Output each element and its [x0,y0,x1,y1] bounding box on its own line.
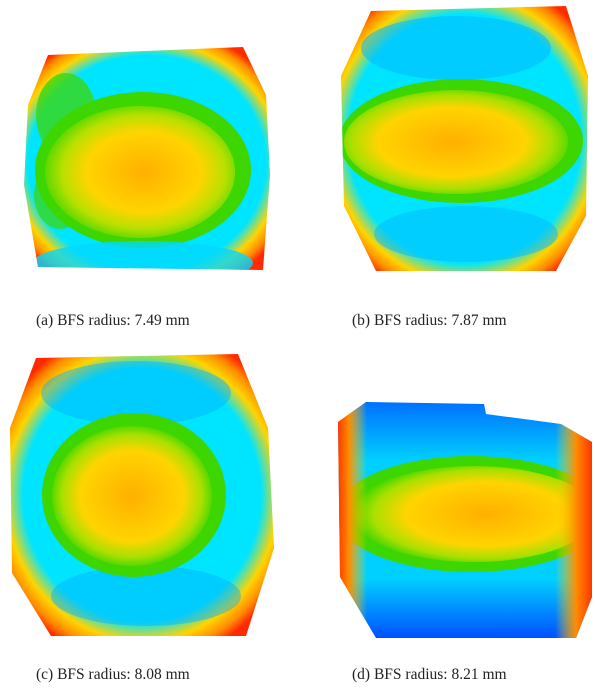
caption-c: (c) BFS radius: 8.08 mm [36,666,190,683]
corneal-map-b [341,6,588,271]
corneal-map-d [338,402,592,638]
caption-a: (a) BFS radius: 7.49 mm [36,312,190,329]
caption-b: (b) BFS radius: 7.87 mm [352,312,507,329]
caption-d: (d) BFS radius: 8.21 mm [352,666,507,683]
corneal-map-a [24,47,270,270]
corneal-map-c [10,354,274,636]
